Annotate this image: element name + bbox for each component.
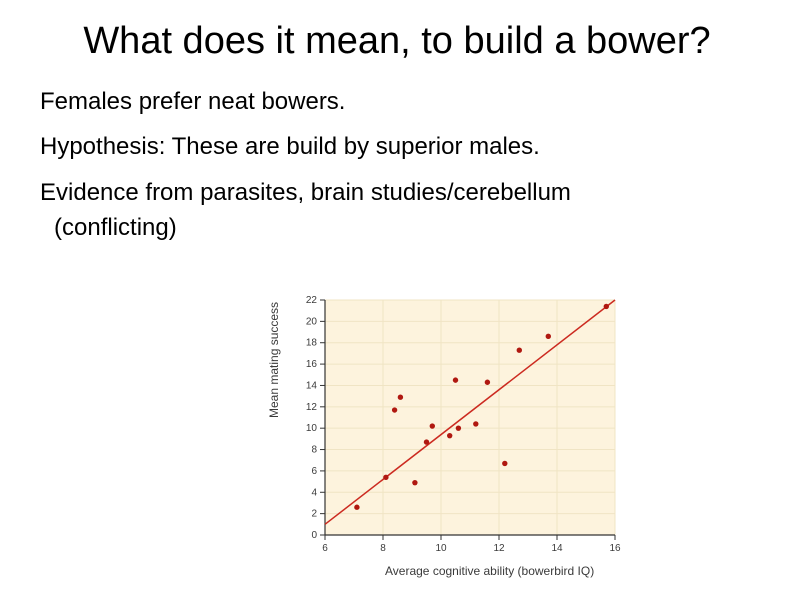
bullet-2: Hypothesis: These are build by superior … xyxy=(0,129,794,165)
x-axis-label: Average cognitive ability (bowerbird IQ) xyxy=(385,564,594,578)
svg-text:12: 12 xyxy=(306,402,318,413)
bullet-3-line1: Evidence from parasites, brain studies/c… xyxy=(0,175,794,211)
svg-text:22: 22 xyxy=(306,295,318,306)
y-axis-label: Mean mating success xyxy=(267,302,281,418)
svg-text:8: 8 xyxy=(311,445,317,456)
svg-text:20: 20 xyxy=(306,316,318,327)
svg-text:10: 10 xyxy=(306,423,318,434)
svg-text:0: 0 xyxy=(311,530,317,541)
svg-text:12: 12 xyxy=(493,543,505,554)
bullet-1: Females prefer neat bowers. xyxy=(0,84,794,120)
svg-text:14: 14 xyxy=(306,380,318,391)
svg-text:4: 4 xyxy=(311,487,317,498)
bullet-3-line2: (conflicting) xyxy=(0,210,794,246)
svg-text:18: 18 xyxy=(306,338,318,349)
svg-text:14: 14 xyxy=(551,543,563,554)
svg-text:10: 10 xyxy=(435,543,447,554)
svg-text:6: 6 xyxy=(322,543,328,554)
svg-text:6: 6 xyxy=(311,466,317,477)
slide-title: What does it mean, to build a bower? xyxy=(0,0,794,74)
svg-text:16: 16 xyxy=(609,543,621,554)
svg-text:8: 8 xyxy=(380,543,386,554)
svg-text:16: 16 xyxy=(306,359,318,370)
svg-text:2: 2 xyxy=(311,509,317,520)
chart-svg: 6 8 10 12 14 16 0 2 4 6 8 10 12 14 16 18 20 22 xyxy=(285,290,645,565)
scatter-chart: Mean mating success 68101214160246810121… xyxy=(285,290,645,580)
